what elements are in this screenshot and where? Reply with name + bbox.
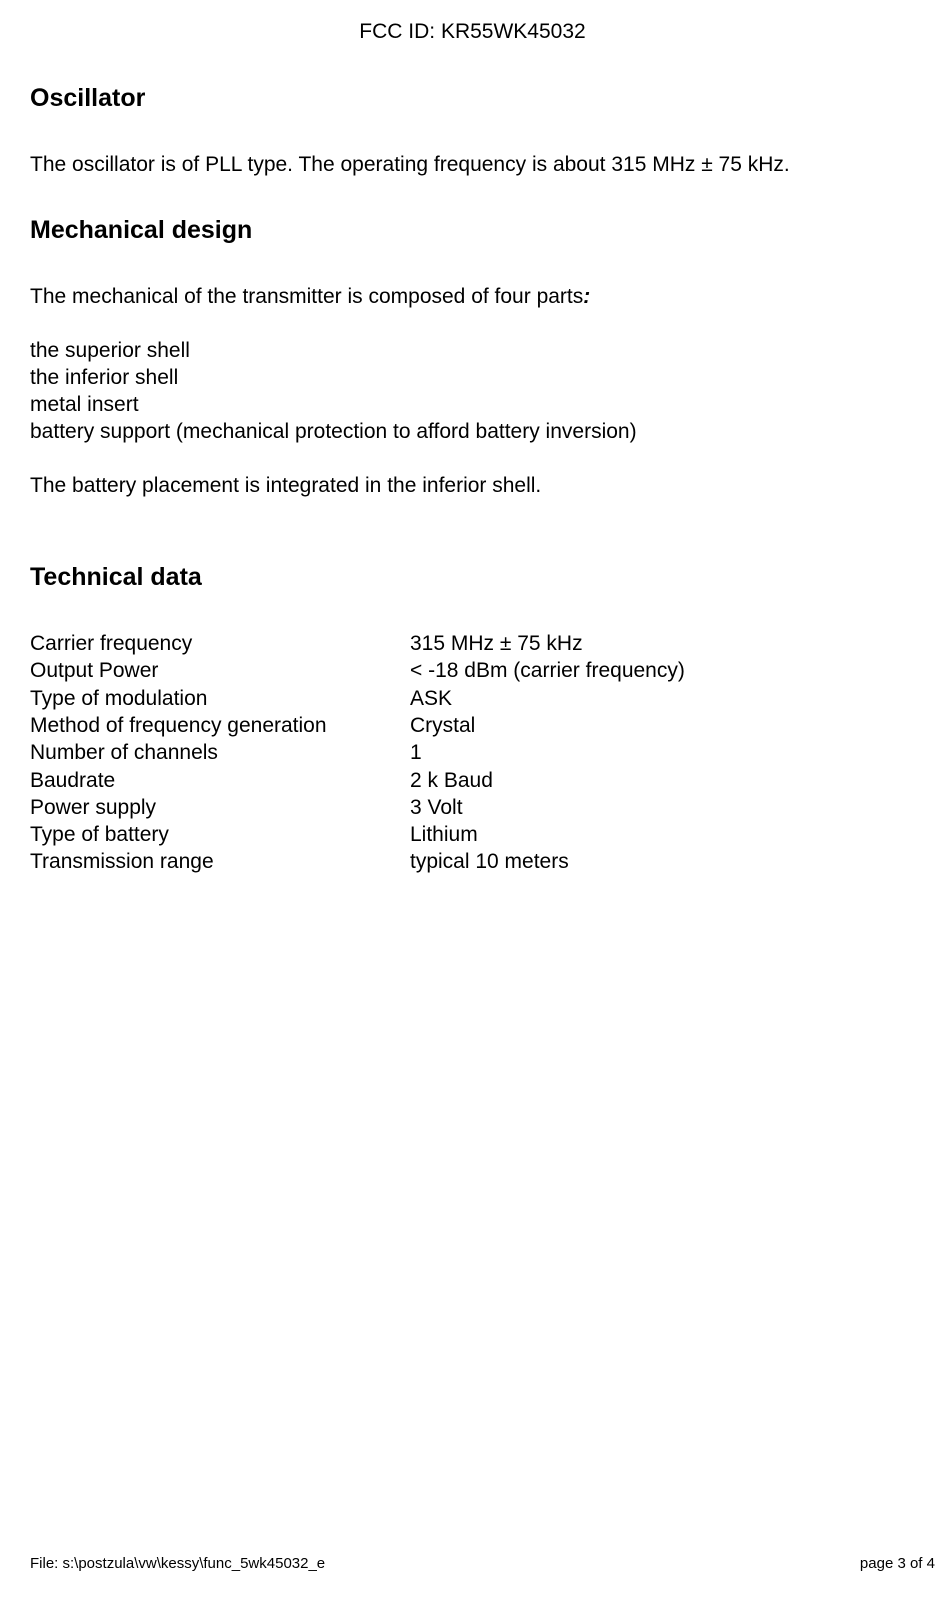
page-footer: File: s:\postzula\vw\kessy\func_5wk45032… — [30, 1555, 935, 1572]
technical-value: 315 MHz ± 75 kHz — [410, 630, 915, 657]
technical-data-row: Output Power < -18 dBm (carrier frequenc… — [30, 657, 915, 684]
technical-value: typical 10 meters — [410, 848, 915, 875]
technical-value: Crystal — [410, 712, 915, 739]
technical-data-row: Number of channels 1 — [30, 739, 915, 766]
technical-data-row: Power supply 3 Volt — [30, 794, 915, 821]
technical-label: Type of battery — [30, 821, 410, 848]
mechanical-part-item: metal insert — [30, 391, 915, 418]
mechanical-intro-text: The mechanical of the transmitter is com… — [30, 283, 915, 310]
mechanical-part-item: the inferior shell — [30, 364, 915, 391]
technical-label: Baudrate — [30, 767, 410, 794]
technical-value: < -18 dBm (carrier frequency) — [410, 657, 915, 684]
technical-data-table: Carrier frequency 315 MHz ± 75 kHz Outpu… — [30, 630, 915, 876]
technical-data-row: Type of modulation ASK — [30, 685, 915, 712]
section-heading-technical: Technical data — [30, 563, 915, 592]
document-page: FCC ID: KR55WK45032 Oscillator The oscil… — [0, 0, 945, 1602]
page-header-fcc-id: FCC ID: KR55WK45032 — [30, 20, 915, 44]
technical-label: Number of channels — [30, 739, 410, 766]
mechanical-intro-colon: : — [583, 285, 590, 308]
technical-label: Type of modulation — [30, 685, 410, 712]
technical-label: Transmission range — [30, 848, 410, 875]
technical-label: Method of frequency generation — [30, 712, 410, 739]
section-heading-mechanical: Mechanical design — [30, 216, 915, 245]
technical-value: ASK — [410, 685, 915, 712]
technical-value: 1 — [410, 739, 915, 766]
mechanical-parts-list: the superior shell the inferior shell me… — [30, 337, 915, 446]
mechanical-part-item: the superior shell — [30, 337, 915, 364]
technical-label: Power supply — [30, 794, 410, 821]
technical-value: 3 Volt — [410, 794, 915, 821]
footer-page-number: page 3 of 4 — [860, 1555, 935, 1572]
oscillator-body-text: The oscillator is of PLL type. The opera… — [30, 151, 915, 178]
mechanical-part-item: battery support (mechanical protection t… — [30, 418, 915, 445]
technical-label: Output Power — [30, 657, 410, 684]
technical-data-row: Carrier frequency 315 MHz ± 75 kHz — [30, 630, 915, 657]
mechanical-intro-pre: The mechanical of the transmitter is com… — [30, 285, 583, 308]
technical-label: Carrier frequency — [30, 630, 410, 657]
technical-value: 2 k Baud — [410, 767, 915, 794]
mechanical-closing-text: The battery placement is integrated in t… — [30, 472, 915, 499]
technical-data-row: Type of battery Lithium — [30, 821, 915, 848]
technical-value: Lithium — [410, 821, 915, 848]
technical-data-row: Transmission range typical 10 meters — [30, 848, 915, 875]
technical-data-row: Method of frequency generation Crystal — [30, 712, 915, 739]
footer-file-path: File: s:\postzula\vw\kessy\func_5wk45032… — [30, 1555, 325, 1572]
technical-data-row: Baudrate 2 k Baud — [30, 767, 915, 794]
section-heading-oscillator: Oscillator — [30, 84, 915, 113]
